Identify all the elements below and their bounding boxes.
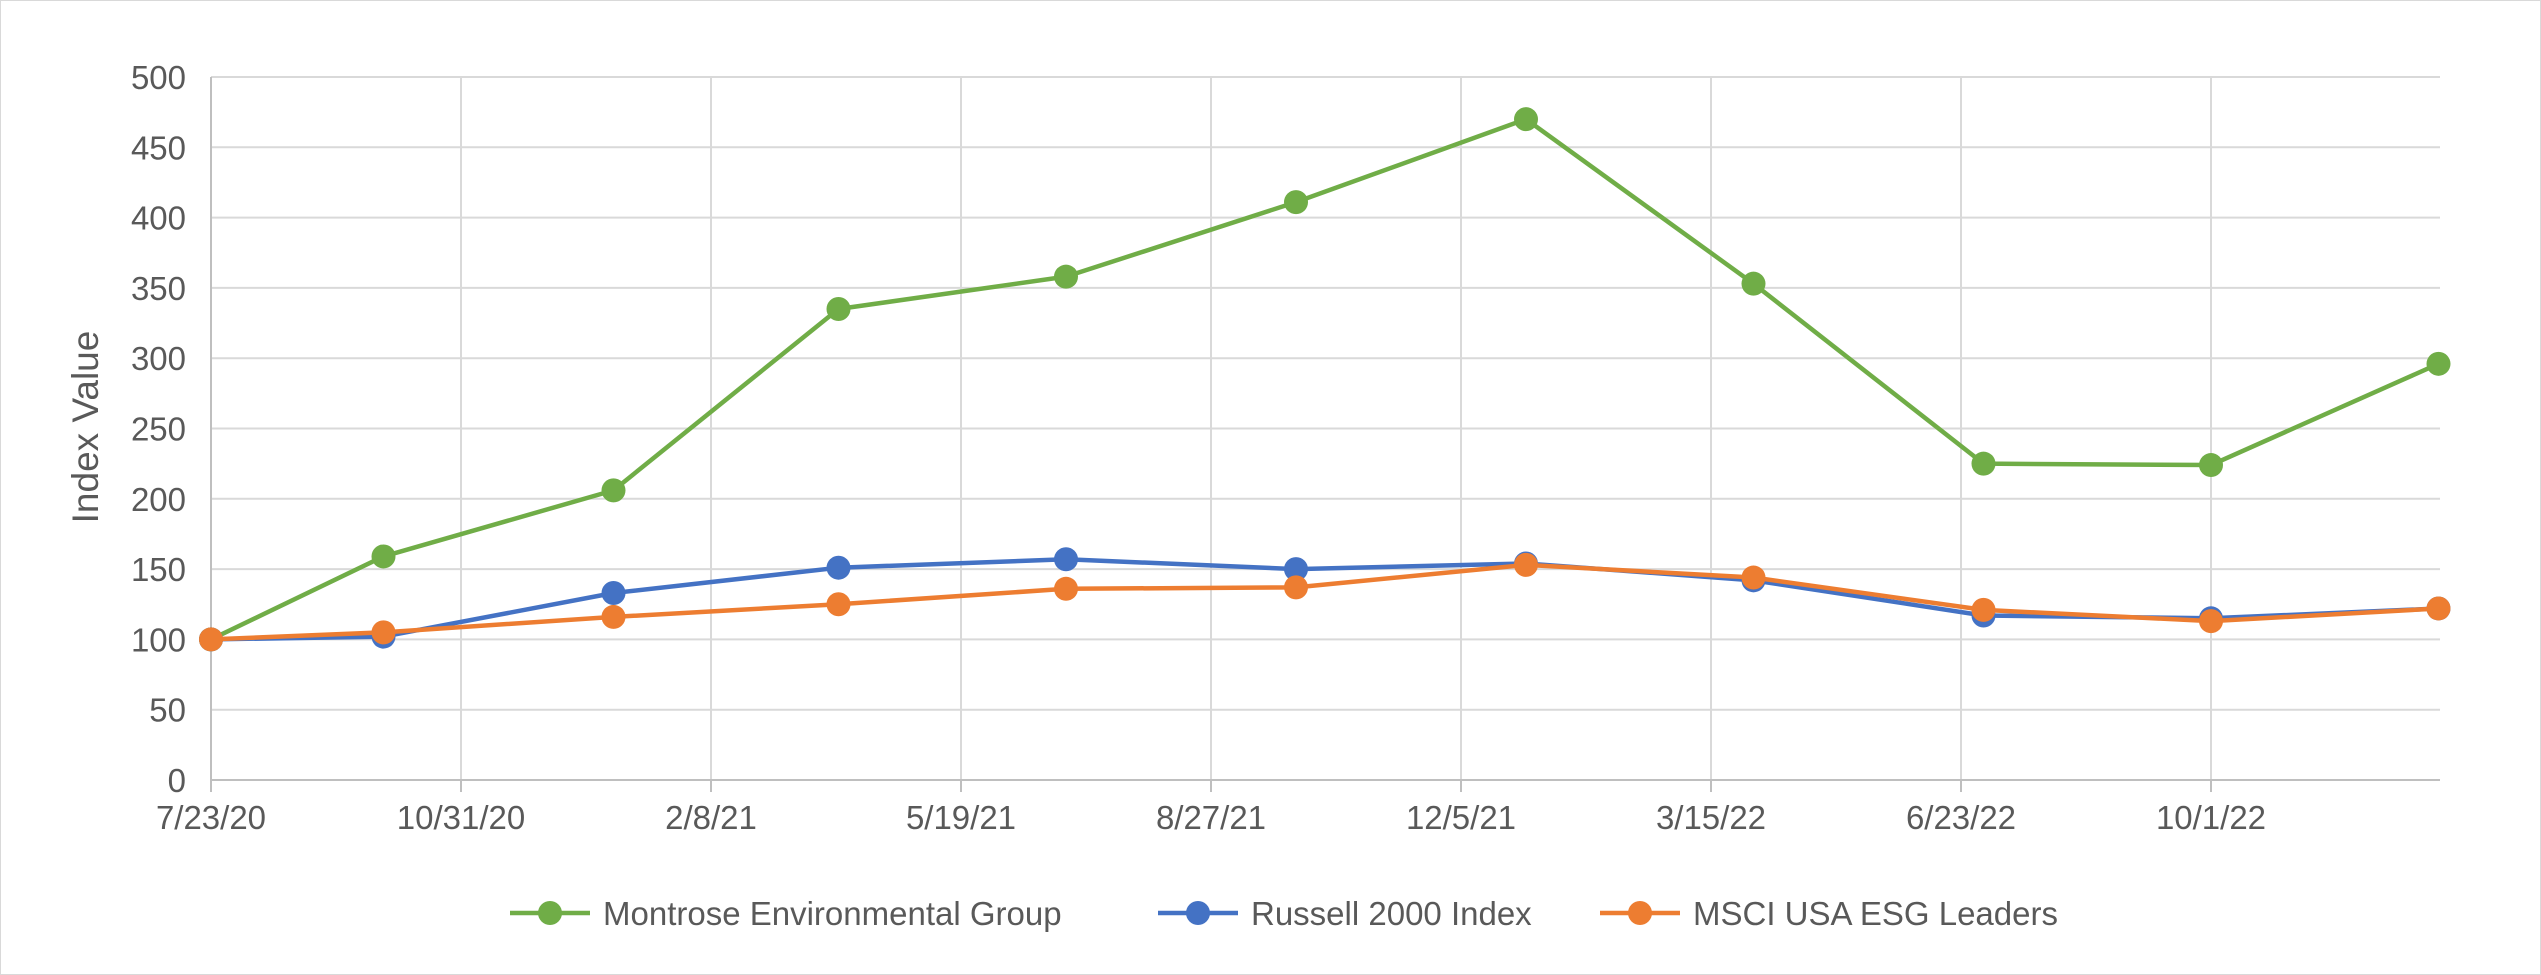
data-point [601, 604, 626, 629]
x-tick-label: 12/5/21 [1406, 799, 1516, 836]
x-tick-label: 6/23/22 [1906, 799, 2016, 836]
data-point [1741, 565, 1766, 590]
data-point [1284, 557, 1308, 582]
tick-labels: 0 50 100 150 200 250 300 350 400 450 500 7/23/20 10/… [131, 59, 2266, 836]
x-tick-label: 2/8/21 [665, 799, 757, 836]
x-tick-label: 7/23/20 [156, 799, 266, 836]
legend: Montrose Environmental Group Russell 2000… [510, 895, 2058, 932]
data-point [1284, 575, 1308, 600]
y-tick-label: 250 [131, 411, 186, 448]
data-point [1971, 597, 1996, 622]
data-point [826, 296, 851, 321]
x-tick-label: 8/27/21 [1156, 799, 1266, 836]
series-group [199, 547, 2451, 652]
series-line [210, 562, 2439, 642]
y-axis-title: Index Value [65, 331, 106, 524]
data-point [371, 620, 396, 645]
data-point [826, 592, 851, 617]
legend-label: MSCI USA ESG Leaders [1693, 895, 2058, 932]
y-tick-label: 0 [168, 762, 186, 799]
data-point [2199, 609, 2223, 634]
data-point [2426, 351, 2451, 376]
y-tick-label: 450 [131, 129, 186, 166]
data-point [1971, 451, 1996, 476]
y-tick-label: 50 [149, 692, 186, 729]
data-point [1054, 264, 1078, 289]
gridlines [211, 76, 2440, 780]
y-tick-label: 500 [131, 59, 186, 96]
series-line [210, 557, 2439, 642]
data-point [2199, 453, 2223, 478]
y-tick-label: 300 [131, 340, 186, 377]
data-point [199, 627, 223, 652]
legend-item: Montrose Environmental Group [510, 895, 1062, 932]
legend-swatch-marker [1186, 901, 1210, 925]
legend-item: Russell 2000 Index [1158, 895, 1532, 932]
axes [210, 77, 2440, 792]
legend-item: MSCI USA ESG Leaders [1600, 895, 2058, 932]
series-group [199, 107, 2451, 652]
data-point [1514, 552, 1538, 577]
data-point [1741, 271, 1766, 296]
y-tick-label: 150 [131, 551, 186, 588]
data-point [1284, 190, 1308, 215]
x-tick-label: 3/15/22 [1656, 799, 1766, 836]
legend-label: Montrose Environmental Group [603, 895, 1062, 932]
data-point [1054, 576, 1078, 601]
series-line [210, 116, 2440, 642]
x-tick-label: 10/31/20 [397, 799, 525, 836]
legend-swatch-marker [1628, 901, 1652, 925]
y-tick-label: 350 [131, 270, 186, 307]
data-point [601, 478, 626, 503]
y-tick-label: 200 [131, 481, 186, 518]
data-point [1054, 547, 1078, 572]
data-point [2426, 596, 2451, 621]
x-tick-label: 10/1/22 [2156, 799, 2266, 836]
data-point [826, 555, 851, 580]
series-lines [199, 107, 2451, 652]
y-tick-label: 400 [131, 200, 186, 237]
data-point [371, 544, 396, 569]
data-point [1514, 107, 1538, 132]
series-group [199, 552, 2451, 652]
data-point [601, 581, 626, 606]
x-tick-label: 5/19/21 [906, 799, 1016, 836]
legend-swatch-marker [538, 901, 562, 925]
y-tick-label: 100 [131, 621, 186, 658]
legend-label: Russell 2000 Index [1251, 895, 1532, 932]
